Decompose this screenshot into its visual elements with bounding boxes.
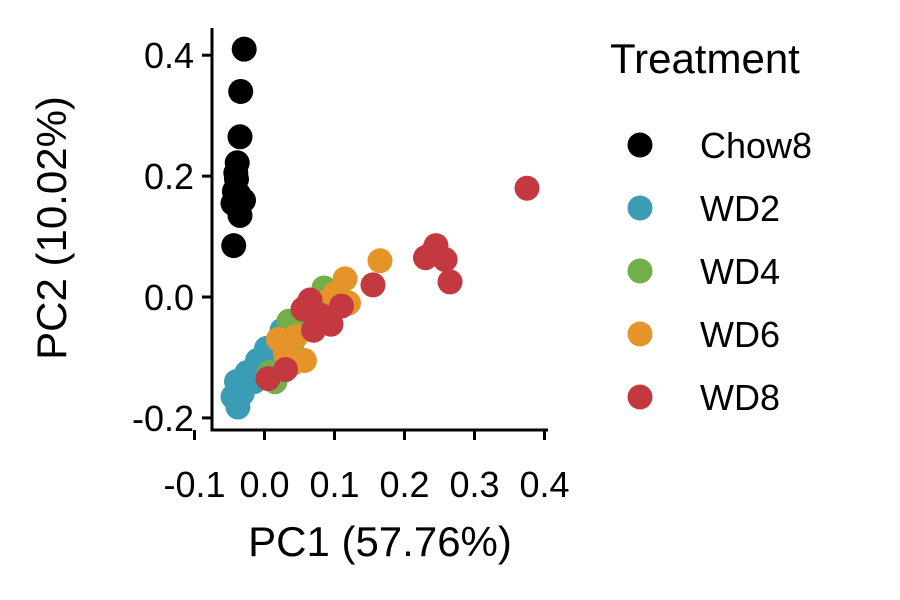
x-tick-label: -0.1 [163, 464, 225, 505]
legend-label-wd4: WD4 [700, 251, 780, 292]
legend-title: Treatment [610, 35, 800, 82]
legend-items: Chow8 WD2 WD4 WD6 WD8 [627, 125, 812, 418]
data-point-wd8 [318, 311, 344, 337]
x-tick-label: 0.3 [449, 464, 499, 505]
data-point-wd2 [229, 381, 255, 407]
x-axis-ticks: -0.1 0.0 0.1 0.2 0.3 0.4 [163, 430, 570, 505]
y-tick-label: 0.4 [144, 35, 194, 76]
data-point-wd8 [360, 272, 386, 298]
x-tick-label: 0.1 [309, 464, 359, 505]
data-point-chow8 [228, 78, 254, 104]
data-point-wd6 [291, 347, 317, 373]
y-tick-label: 0.2 [144, 156, 194, 197]
legend-label-wd8: WD8 [700, 377, 780, 418]
legend-marker-wd4 [627, 258, 653, 284]
data-point-chow8 [221, 233, 247, 259]
legend-label-wd6: WD6 [700, 314, 780, 355]
x-tick-label: 0.4 [519, 464, 569, 505]
data-point-wd8 [273, 357, 298, 383]
scatter-points [220, 36, 540, 420]
legend-label-wd2: WD2 [700, 188, 780, 229]
data-point-wd8 [329, 293, 354, 319]
y-axis-title: PC2 (10.02%) [28, 96, 75, 360]
data-point-wd6 [367, 248, 393, 274]
legend-marker-wd6 [627, 321, 653, 347]
data-point-chow8 [227, 124, 253, 150]
data-point-chow8 [227, 202, 253, 228]
y-axis-ticks: -0.2 0.0 0.2 0.4 [132, 35, 212, 439]
y-tick-label: 0.0 [144, 277, 194, 318]
legend-label-chow8: Chow8 [700, 125, 812, 166]
data-point-wd8 [432, 247, 458, 273]
x-tick-label: 0.2 [379, 464, 429, 505]
legend-marker-wd2 [627, 195, 653, 221]
data-point-wd6 [332, 266, 358, 292]
y-tick-label: -0.2 [132, 398, 194, 439]
data-point-wd8 [437, 269, 463, 295]
x-axis-title: PC1 (57.76%) [248, 518, 512, 565]
legend: Treatment Chow8 WD2 WD4 WD6 WD8 [610, 35, 812, 418]
x-tick-label: 0.0 [239, 464, 289, 505]
data-point-wd8 [514, 175, 540, 201]
legend-marker-wd8 [627, 384, 653, 410]
legend-marker-chow8 [627, 132, 653, 158]
data-point-chow8 [231, 36, 257, 62]
